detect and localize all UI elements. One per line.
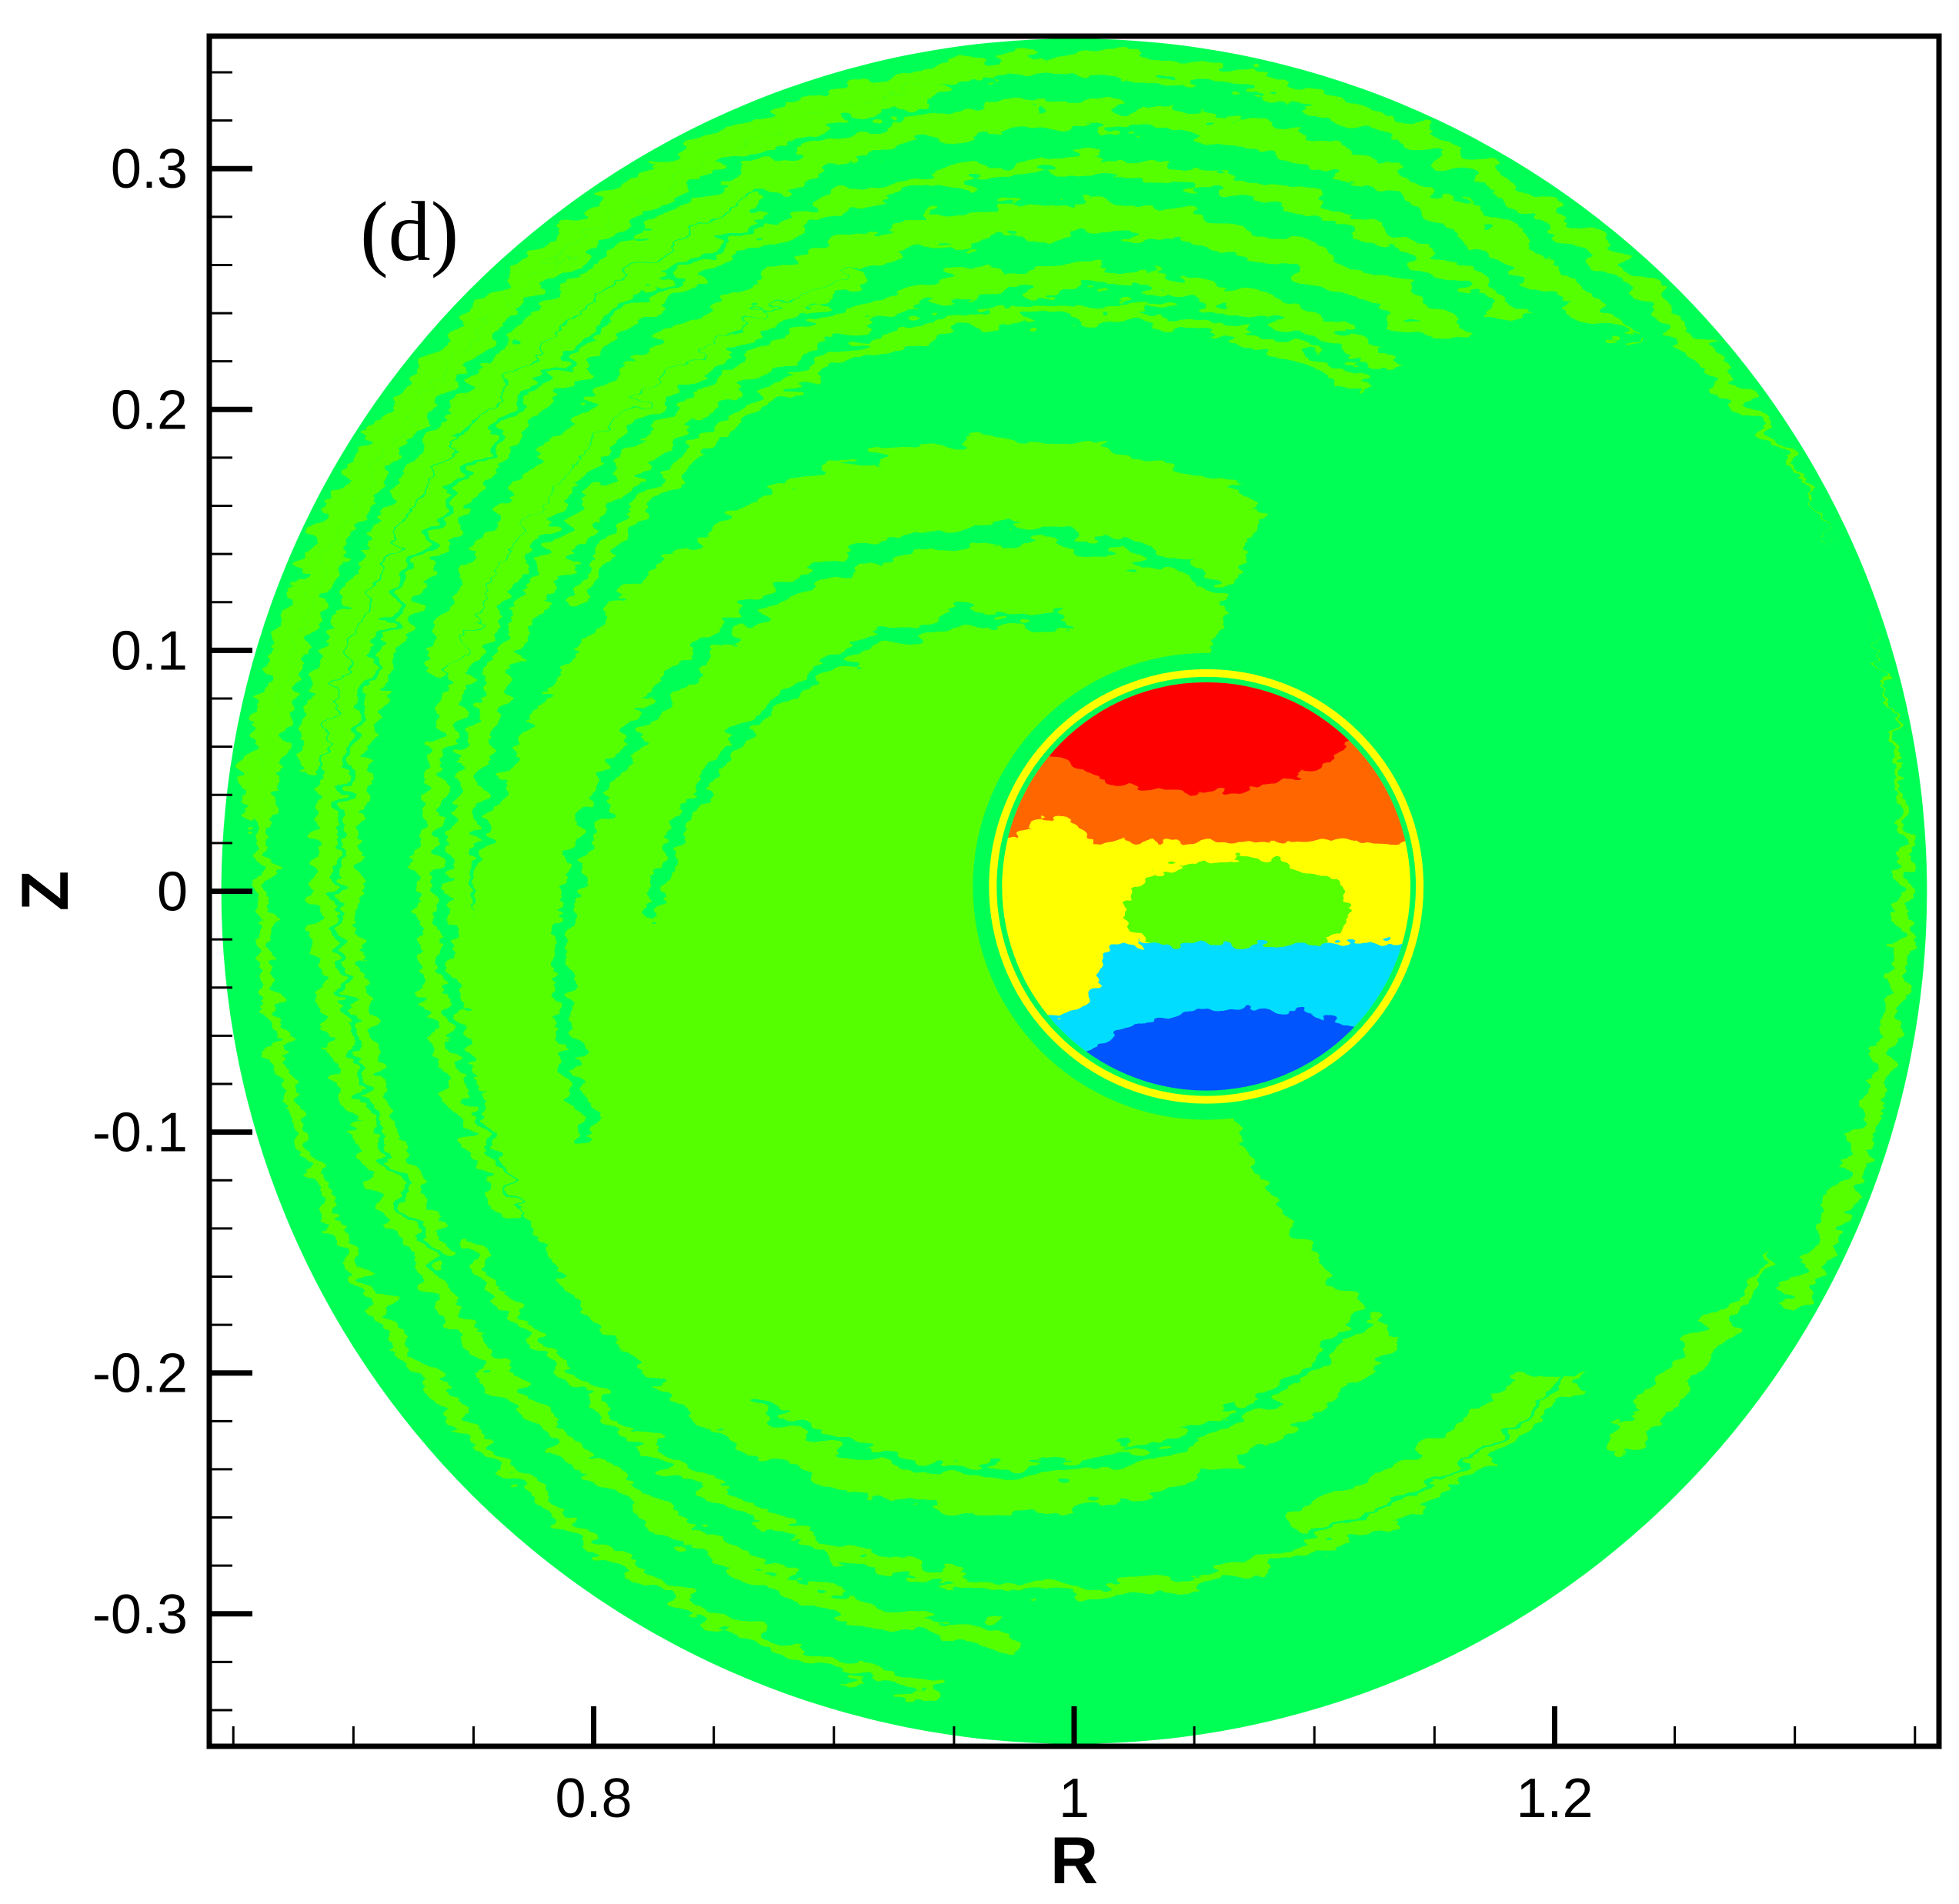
y-tick-label: 0.2	[111, 379, 188, 441]
green-region	[1185, 319, 1902, 1378]
y-tick-label: -0.1	[92, 1102, 188, 1164]
y-tick-label: 0	[157, 862, 188, 923]
green-band	[646, 611, 1076, 922]
y-tick-label: 0.3	[111, 138, 188, 200]
x-tick-label: 1	[1059, 1768, 1090, 1829]
lime-band	[257, 86, 941, 1696]
panel-label: (d)	[360, 185, 459, 278]
y-tick-label: -0.2	[92, 1343, 188, 1405]
y-tick-label: -0.3	[92, 1584, 188, 1646]
lime-band	[416, 272, 862, 1225]
yellow-zone	[1002, 815, 1110, 1019]
lime-band	[312, 200, 1020, 1650]
island-rim	[989, 669, 1424, 1104]
lime-band	[462, 1234, 1617, 1597]
lime-zone	[1124, 858, 1350, 965]
axis-ticks: 0.8 1 1.2 0.3 0.2 0.1 0 -0.1 -0.2 -0.3	[92, 71, 1917, 1829]
x-axis-title: R	[1050, 1824, 1098, 1898]
green-band	[553, 524, 1236, 1137]
contour-field	[221, 38, 1927, 1744]
green-band	[752, 1217, 1441, 1478]
y-tick-label: 0.1	[111, 620, 188, 682]
x-tick-label: 1.2	[1516, 1768, 1593, 1829]
y-axis-title: Z	[8, 871, 82, 912]
blue-zone	[1083, 1009, 1411, 1091]
x-tick-label: 0.8	[556, 1768, 632, 1829]
lime-band	[448, 265, 1557, 1435]
